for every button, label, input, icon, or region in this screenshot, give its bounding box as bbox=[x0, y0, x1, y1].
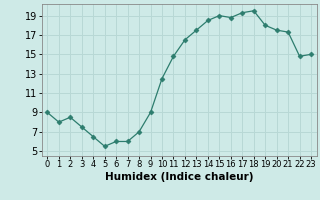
X-axis label: Humidex (Indice chaleur): Humidex (Indice chaleur) bbox=[105, 172, 253, 182]
